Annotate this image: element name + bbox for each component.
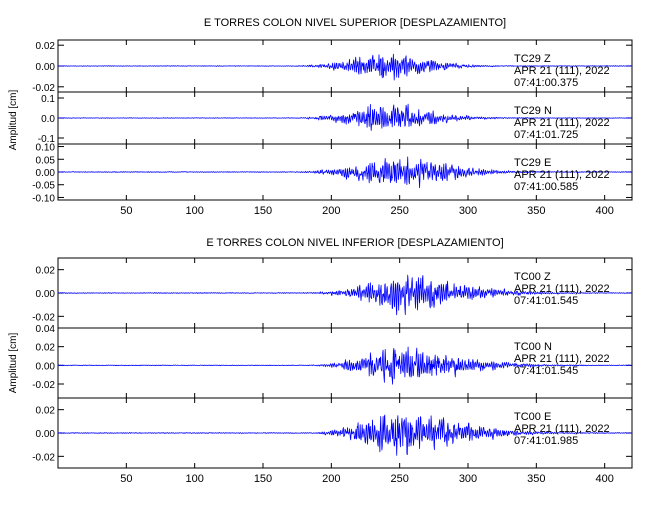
x-tick-label: 350 xyxy=(527,473,545,485)
x-tick-label: 300 xyxy=(459,473,477,485)
x-tick-label: 350 xyxy=(527,205,545,217)
seismic-trace xyxy=(57,53,633,81)
trace-date-label: APR 21 (111), 2022 xyxy=(514,117,610,129)
trace-date-label: APR 21 (111), 2022 xyxy=(514,65,610,77)
x-tick-label: 250 xyxy=(390,205,408,217)
trace-station-label: TC29 Z xyxy=(514,53,551,65)
y-tick-label: 0.00 xyxy=(36,361,56,372)
y-tick-label: 0.02 xyxy=(36,406,56,417)
y-tick-label: 0.00 xyxy=(36,168,56,179)
trace-date-label: APR 21 (111), 2022 xyxy=(514,423,610,435)
trace-date-label: APR 21 (111), 2022 xyxy=(514,353,610,365)
y-tick-label: -0.1 xyxy=(38,134,56,145)
x-tick-label: 200 xyxy=(322,473,340,485)
trace-time-label: 07:41:01.985 xyxy=(514,435,578,447)
y-tick-label: -0.10 xyxy=(32,193,55,204)
trace-station-label: TC29 E xyxy=(514,157,551,169)
seismic-trace xyxy=(58,156,633,189)
x-tick-label: 250 xyxy=(390,473,408,485)
y-tick-label: 0.02 xyxy=(36,41,56,52)
x-tick-label: 100 xyxy=(185,205,203,217)
trace-time-label: 07:41:01.725 xyxy=(514,129,578,141)
y-tick-label: 0.05 xyxy=(36,155,56,166)
y-tick-label: 0.04 xyxy=(36,324,56,335)
y-tick-label: 0.00 xyxy=(36,62,56,73)
x-tick-label: 150 xyxy=(254,473,272,485)
x-tick-label: 200 xyxy=(322,205,340,217)
seismic-trace xyxy=(57,414,633,456)
y-tick-label: 0.0 xyxy=(41,114,55,125)
trace-date-label: APR 21 (111), 2022 xyxy=(514,169,610,181)
trace-station-label: TC00 Z xyxy=(514,271,551,283)
y-axis-label: Amplitud [cm] xyxy=(8,332,19,393)
x-tick-label: 400 xyxy=(595,205,613,217)
trace-station-label: TC29 N xyxy=(514,105,552,117)
y-tick-label: -0.02 xyxy=(32,312,55,323)
y-tick-label: -0.02 xyxy=(32,380,55,391)
y-axis-label: Amplitud [cm] xyxy=(8,89,19,150)
chart-title: E TORRES COLON NIVEL SUPERIOR [DESPLAZAM… xyxy=(204,17,506,29)
x-tick-label: 100 xyxy=(185,473,203,485)
y-tick-label: -0.02 xyxy=(32,452,55,463)
x-tick-label: 150 xyxy=(254,205,272,217)
trace-time-label: 07:41:01.545 xyxy=(514,365,578,377)
trace-time-label: 07:41:00.375 xyxy=(514,77,578,89)
seismic-trace xyxy=(57,103,633,131)
y-tick-label: 0.00 xyxy=(36,429,56,440)
seismic-trace xyxy=(57,274,633,316)
x-tick-label: 50 xyxy=(120,205,132,217)
y-tick-label: 0.00 xyxy=(36,289,56,300)
y-tick-label: -0.05 xyxy=(32,181,55,192)
x-tick-label: 50 xyxy=(120,473,132,485)
seismic-trace xyxy=(58,346,633,385)
trace-station-label: TC00 N xyxy=(514,341,552,353)
y-tick-label: 0.1 xyxy=(41,94,55,105)
y-tick-label: -0.02 xyxy=(32,83,55,94)
trace-time-label: 07:41:01.545 xyxy=(514,295,578,307)
trace-time-label: 07:41:00.585 xyxy=(514,181,578,193)
trace-date-label: APR 21 (111), 2022 xyxy=(514,283,610,295)
x-tick-label: 400 xyxy=(595,473,613,485)
y-tick-label: 0.10 xyxy=(36,143,56,154)
chart-title: E TORRES COLON NIVEL INFERIOR [DESPLAZAM… xyxy=(206,237,503,249)
y-tick-label: 0.02 xyxy=(36,343,56,354)
y-tick-label: 0.02 xyxy=(36,266,56,277)
x-tick-label: 300 xyxy=(459,205,477,217)
trace-station-label: TC00 E xyxy=(514,411,551,423)
